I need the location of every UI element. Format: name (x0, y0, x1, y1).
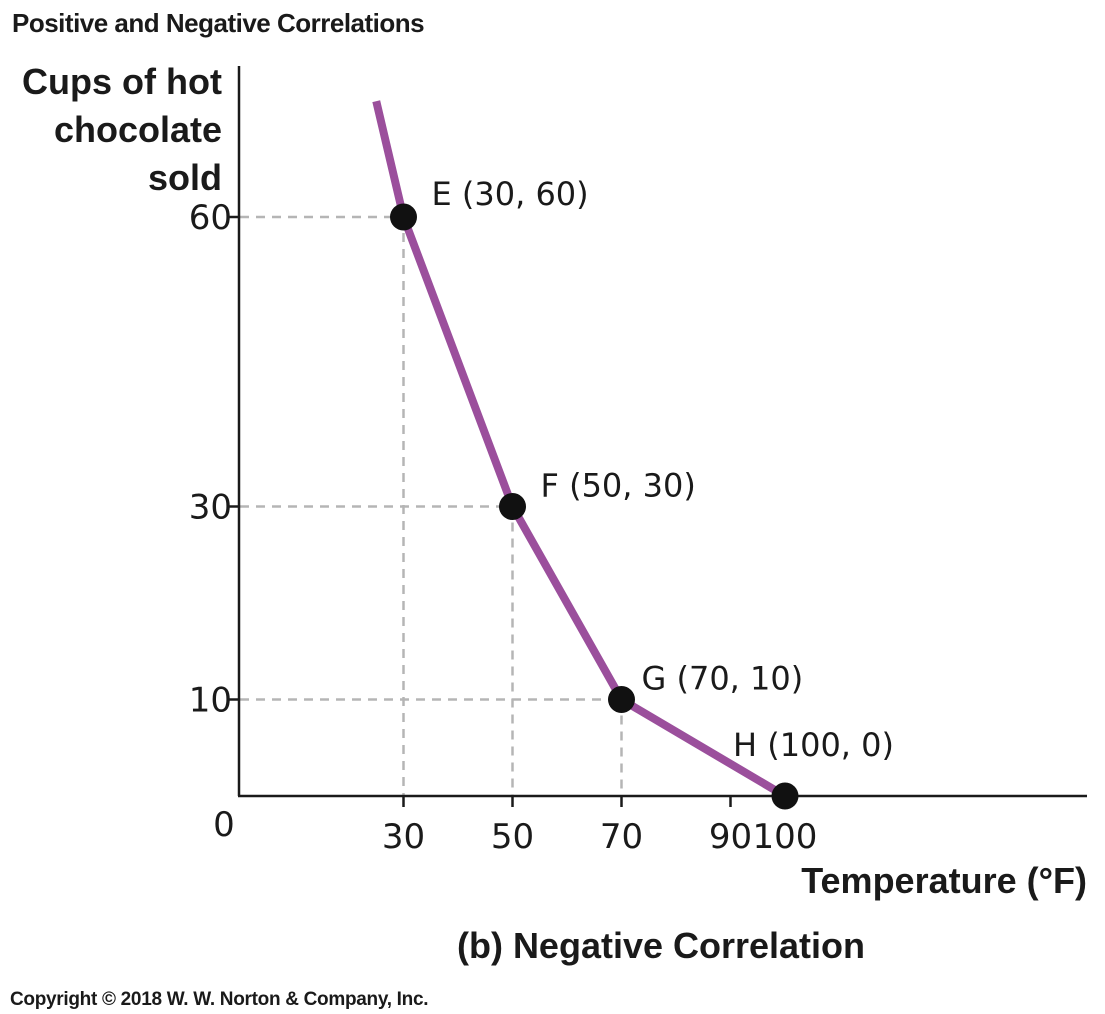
y-axis-label-line: Cups of hot (22, 61, 222, 102)
x-tick-label: 100 (753, 817, 818, 857)
x-axis-label: Temperature (°F) (801, 860, 1087, 901)
guide-lines (240, 215, 623, 796)
y-axis-label-line: sold (148, 157, 222, 198)
x-tick-label: 50 (491, 817, 534, 857)
data-point-label: E (30, 60) (432, 175, 589, 213)
y-axis-label: Cups of hot chocolate sold (22, 61, 222, 198)
y-tick-label: 60 (189, 198, 232, 238)
data-point-label: H (100, 0) (733, 726, 894, 764)
data-point-marker (608, 686, 635, 713)
copyright-notice: Copyright © 2018 W. W. Norton & Company,… (10, 989, 428, 1010)
chart-caption: (b) Negative Correlation (457, 925, 865, 966)
data-point-label: G (70, 10) (642, 660, 804, 698)
figure-title: Positive and Negative Correlations (12, 8, 424, 38)
data-point-marker (771, 782, 799, 810)
x-tick-label: 90 (709, 817, 752, 857)
data-point-marker (499, 493, 526, 520)
y-axis-label-line: chocolate (54, 109, 222, 150)
y-tick-label: 30 (189, 488, 232, 528)
data-point-marker (390, 203, 417, 231)
data-point-label: F (50, 30) (541, 467, 696, 505)
point-markers: E (30, 60) F (50, 30) G (70, 10) H (100, 0) (390, 175, 894, 810)
y-tick-label: 10 (189, 681, 232, 721)
x-tick-label: 70 (600, 817, 643, 857)
x-tick-label: 30 (382, 817, 425, 857)
origin-label: 0 (213, 805, 235, 845)
